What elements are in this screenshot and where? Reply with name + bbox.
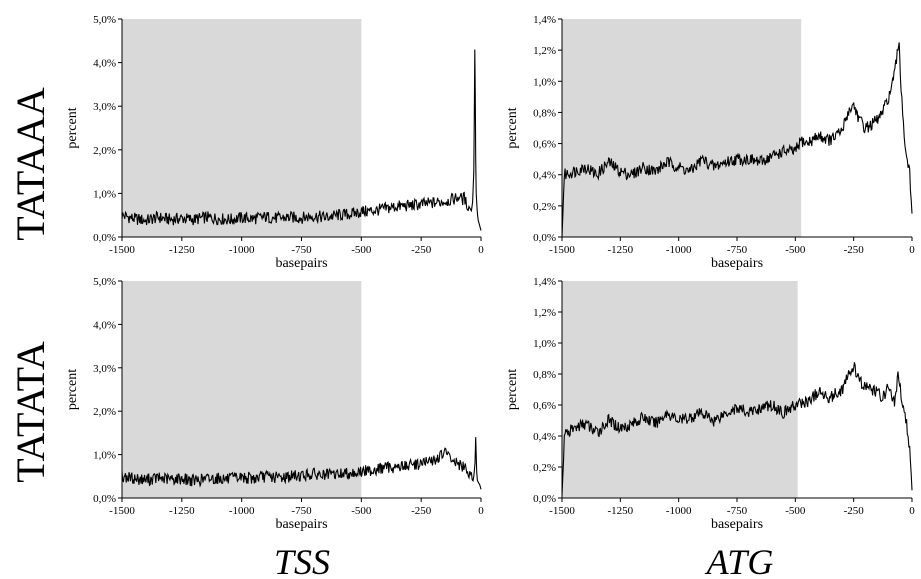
x-tick-label: 0 [478, 505, 484, 517]
shaded-region [562, 281, 798, 498]
x-tick-label: 0 [909, 505, 915, 517]
y-axis-title: percent [505, 107, 520, 148]
y-tick-label: 1,0% [93, 450, 116, 462]
chart-panel-1: 0,0% 0,2% 0,4% 0,6% 0,8% 1,0% 1,2% 1,4% -1500 -12… [505, 14, 915, 271]
y-tick-label: 5,0% [93, 276, 116, 288]
column-label-atg: ATG [705, 542, 774, 579]
y-tick-label: 0,6% [533, 139, 556, 151]
y-tick-label: 5,0% [93, 14, 116, 26]
y-tick-label: 0,0% [93, 493, 116, 505]
shaded-region [562, 19, 802, 237]
x-tick-label: -750 [727, 505, 748, 517]
y-tick-label: 0,0% [93, 232, 116, 244]
x-tick-label: -1250 [169, 505, 195, 517]
x-tick-label: -1500 [109, 244, 135, 256]
x-tick-label: -250 [411, 244, 432, 256]
x-tick-label: -1250 [169, 244, 195, 256]
x-axis-title: basepairs [711, 517, 763, 532]
y-tick-label: 2,0% [93, 145, 116, 157]
x-tick-label: -250 [844, 505, 865, 517]
y-tick-label: 3,0% [93, 101, 116, 113]
x-tick-label: 0 [909, 244, 915, 256]
x-tick-label: -1250 [607, 505, 633, 517]
x-tick-label: -250 [411, 505, 432, 517]
x-tick-label: -750 [291, 244, 312, 256]
x-tick-label: -500 [351, 244, 372, 256]
y-tick-label: 0,0% [533, 493, 556, 505]
y-tick-label: 0,6% [533, 400, 556, 412]
x-tick-label: -1250 [607, 244, 633, 256]
y-axis-title: percent [65, 369, 80, 410]
x-axis-title: basepairs [275, 517, 327, 532]
y-axis-title: percent [65, 107, 80, 148]
x-axis-title: basepairs [275, 256, 327, 271]
chart-panel-2: 0,0% 1,0% 2,0% 3,0% 4,0% 5,0% -1500 -1250 -1000 -… [65, 276, 484, 532]
x-tick-label: -1500 [549, 505, 575, 517]
x-tick-label: -250 [844, 244, 865, 256]
series-line [121, 49, 482, 231]
x-tick-label: -500 [785, 505, 806, 517]
row-label-tatata: TATATA [8, 341, 53, 483]
y-tick-label: 1,0% [533, 76, 556, 88]
x-tick-label: -500 [351, 505, 372, 517]
y-tick-label: 4,0% [93, 319, 116, 331]
chart-panel-0: 0,0% 1,0% 2,0% 3,0% 4,0% 5,0% -1500 -1250 -1000 -… [65, 14, 484, 271]
x-tick-label: 0 [478, 244, 484, 256]
x-tick-label: -750 [727, 244, 748, 256]
y-tick-label: 0,4% [533, 431, 556, 443]
chart-panels: 0,0% 1,0% 2,0% 3,0% 4,0% 5,0% -1500 -1250 -1000 -… [65, 14, 915, 532]
x-tick-label: -1000 [666, 505, 692, 517]
series-line [121, 437, 482, 490]
y-tick-label: 0,8% [533, 107, 556, 119]
y-tick-label: 1,0% [533, 338, 556, 350]
y-tick-label: 0,4% [533, 170, 556, 182]
shaded-region [122, 281, 362, 498]
y-tick-label: 0,0% [533, 232, 556, 244]
y-tick-label: 1,0% [93, 188, 116, 200]
y-tick-label: 0,2% [533, 201, 556, 213]
y-tick-label: 1,4% [533, 14, 556, 26]
series-line [561, 42, 913, 238]
y-tick-label: 3,0% [93, 363, 116, 375]
y-tick-label: 4,0% [93, 58, 116, 70]
x-tick-label: -1000 [666, 244, 692, 256]
y-tick-label: 1,2% [533, 45, 556, 57]
y-axis-title: percent [505, 369, 520, 410]
column-label-tss: TSS [274, 542, 330, 579]
x-axis-title: basepairs [711, 256, 763, 271]
x-tick-label: -1000 [229, 244, 255, 256]
x-tick-label: -500 [785, 244, 806, 256]
y-tick-label: 0,8% [533, 369, 556, 381]
series-line [561, 362, 913, 496]
y-tick-label: 1,2% [533, 307, 556, 319]
x-tick-label: -750 [291, 505, 312, 517]
x-tick-label: -1500 [109, 505, 135, 517]
y-tick-label: 2,0% [93, 406, 116, 418]
y-tick-label: 1,4% [533, 276, 556, 288]
x-tick-label: -1500 [549, 244, 575, 256]
y-tick-label: 0,2% [533, 462, 556, 474]
chart-panel-3: 0,0% 0,2% 0,4% 0,6% 0,8% 1,0% 1,2% 1,4% -1500 -12… [505, 276, 915, 532]
row-label-tataaa: TATAAA [8, 87, 53, 241]
shaded-region [122, 19, 362, 237]
x-tick-label: -1000 [229, 505, 255, 517]
